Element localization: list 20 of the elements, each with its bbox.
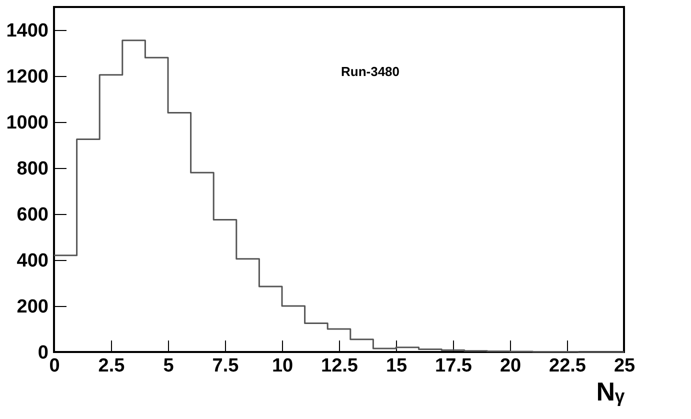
y-tick-label: 200 [16, 296, 48, 318]
annotation: Run-3480 [341, 64, 400, 79]
x-tick-label: 20 [500, 356, 522, 376]
x-tick-label: 25 [614, 356, 636, 376]
x-tick-label: 15 [386, 356, 408, 376]
y-tick-label: 1000 [6, 112, 48, 134]
x-axis-title: Nᵧ [596, 376, 626, 406]
y-tick-label: 0 [38, 342, 48, 364]
x-tick-label: 10 [272, 356, 294, 376]
x-tick-label: 17.5 [435, 356, 472, 376]
x-tick-label: 2.5 [98, 356, 126, 376]
y-tick-label: 1200 [6, 66, 48, 88]
x-tick-label: 7.5 [212, 356, 240, 376]
y-tick-label: 600 [16, 204, 48, 226]
y-tick-label: 800 [16, 158, 48, 180]
y-tick-label: 1400 [6, 20, 48, 42]
x-tick-label: 5 [163, 356, 174, 376]
x-tick-label: 12.5 [321, 356, 358, 376]
x-tick-label: 22.5 [549, 356, 586, 376]
y-tick-label: 400 [16, 250, 48, 272]
